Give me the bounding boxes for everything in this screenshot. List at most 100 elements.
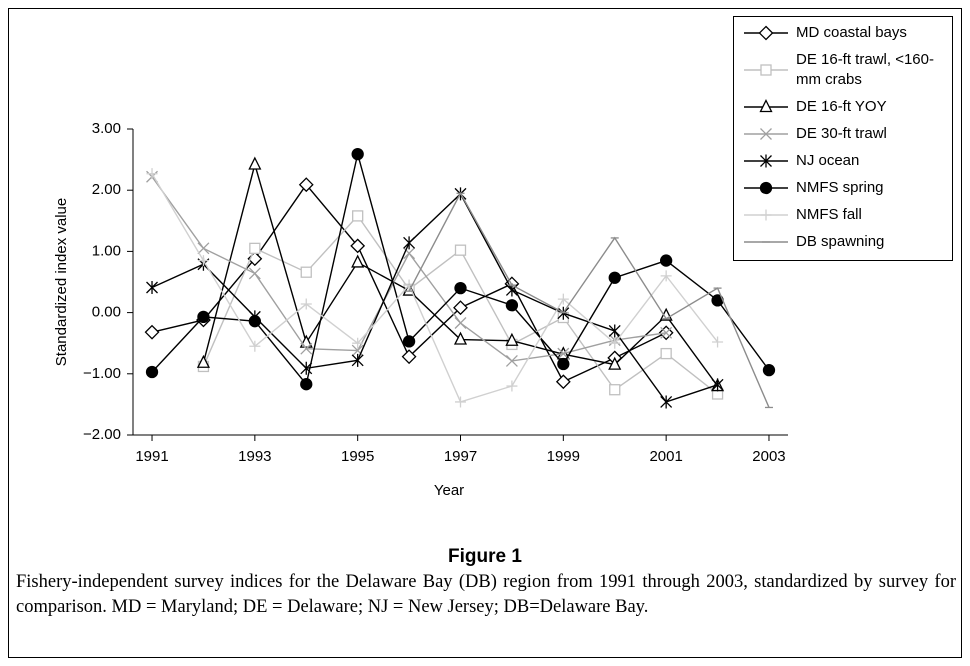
marker	[608, 324, 621, 338]
marker	[351, 254, 365, 268]
marker	[403, 236, 416, 250]
marker	[249, 340, 261, 352]
legend-swatch	[744, 154, 788, 168]
legend-entry: NMFS spring	[734, 178, 952, 198]
figure-caption: Fishery-independent survey indices for t…	[16, 572, 956, 617]
marker	[505, 299, 519, 312]
x-tick-label: 1991	[135, 448, 168, 465]
marker	[146, 281, 158, 295]
marker	[608, 356, 622, 370]
marker	[146, 168, 158, 180]
y-tick-label: 3.00	[92, 120, 121, 137]
legend-entry: NMFS fall	[734, 205, 952, 225]
marker	[402, 335, 416, 348]
x-tick-label: 1993	[238, 448, 271, 465]
marker	[557, 357, 570, 371]
marker	[351, 353, 364, 367]
marker	[298, 177, 314, 193]
x-tick-label: 1995	[341, 448, 374, 465]
marker	[401, 349, 417, 365]
marker	[248, 267, 261, 280]
marker	[248, 156, 262, 170]
x-tick-label: 1997	[444, 448, 477, 465]
x-axis-label: Year	[434, 482, 464, 499]
marker	[660, 326, 673, 339]
marker	[660, 270, 672, 282]
marker	[760, 64, 772, 76]
marker	[609, 384, 621, 396]
marker	[505, 354, 518, 367]
legend-entry: NJ ocean	[734, 151, 952, 171]
marker	[196, 354, 210, 368]
legend-label: MD coastal bays	[796, 24, 907, 41]
marker	[555, 374, 571, 390]
marker	[557, 293, 569, 305]
legend-entry: DE 16-ft YOY	[734, 97, 952, 117]
marker	[145, 365, 159, 379]
series-line	[151, 192, 718, 403]
marker	[454, 244, 467, 256]
legend-swatch	[744, 99, 788, 113]
series-line	[408, 191, 770, 408]
marker	[300, 298, 312, 310]
x-tick-label: 2003	[752, 448, 785, 465]
marker	[759, 99, 773, 113]
marker	[144, 324, 160, 340]
marker	[505, 332, 519, 346]
marker	[351, 344, 364, 357]
marker	[453, 300, 468, 316]
legend-swatch	[744, 241, 788, 243]
marker	[759, 181, 773, 195]
marker	[760, 209, 772, 221]
legend-entry: DE 30-ft trawl	[734, 124, 952, 144]
legend-swatch	[744, 181, 788, 195]
legend-entry: MD coastal bays	[734, 23, 952, 43]
figure-title: Figure 1	[448, 546, 522, 567]
marker	[351, 147, 364, 161]
marker	[660, 254, 673, 267]
x-tick-label: 2001	[649, 448, 682, 465]
marker	[454, 317, 467, 329]
legend-label: NMFS spring	[796, 179, 884, 196]
marker	[760, 154, 772, 168]
marker	[506, 380, 518, 392]
series-line	[151, 173, 719, 403]
marker	[197, 255, 209, 267]
legend-label: DE 16-ft trawl, <160-mm crabs	[796, 51, 934, 88]
legend-entry: DE 16-ft trawl, <160-mm crabs	[734, 50, 952, 90]
marker	[300, 378, 313, 391]
legend-swatch	[744, 209, 788, 221]
marker	[197, 310, 210, 324]
x-tick-label: 1999	[547, 448, 580, 465]
marker	[454, 281, 467, 295]
legend-label: DB spawning	[796, 233, 885, 250]
legend-label: DE 16-ft YOY	[796, 98, 887, 115]
marker	[758, 25, 774, 41]
legend-swatch	[744, 25, 788, 41]
y-tick-label: 1.00	[92, 242, 121, 259]
marker	[660, 395, 673, 409]
marker	[455, 396, 466, 408]
legend: MD coastal bays DE 16-ft trawl, <160-mm c…	[733, 16, 953, 261]
y-axis-label: Standardized index value	[53, 198, 70, 366]
marker	[711, 378, 724, 392]
marker	[712, 336, 724, 348]
marker	[248, 315, 261, 328]
marker	[608, 271, 621, 284]
legend-entry: DB spawning	[734, 232, 952, 252]
marker	[197, 242, 210, 255]
chart: Year Standardized index value −2.00 −1.00…	[53, 120, 788, 499]
legend-swatch	[744, 64, 788, 76]
marker	[350, 238, 366, 254]
marker	[453, 331, 468, 345]
y-tick-label: 0.00	[92, 304, 121, 321]
marker	[300, 342, 313, 355]
marker	[760, 128, 772, 140]
legend-label: NMFS fall	[796, 206, 862, 223]
y-tick-label: 2.00	[92, 181, 121, 198]
marker	[762, 363, 776, 377]
series-line	[151, 176, 667, 362]
marker	[300, 266, 312, 278]
legend-label: NJ ocean	[796, 152, 860, 169]
